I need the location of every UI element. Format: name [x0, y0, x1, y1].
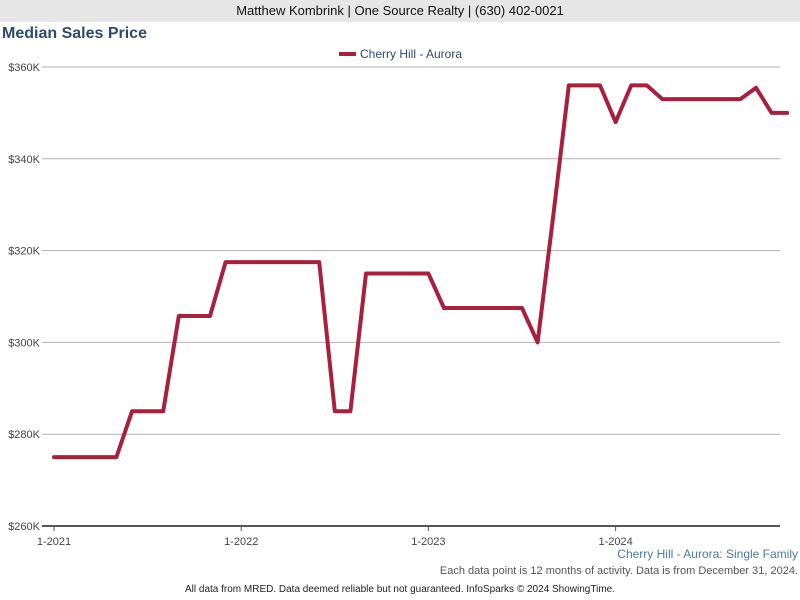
y-tick-label: $300K	[8, 337, 40, 349]
x-tick-label: 1-2024	[598, 536, 632, 548]
y-tick-label: $320K	[8, 246, 40, 258]
y-tick-label: $360K	[8, 62, 40, 74]
series-lines	[52, 83, 790, 460]
chart-title: Median Sales Price	[2, 25, 147, 42]
chart-caption: Cherry Hill - Aurora: Single Family	[617, 547, 798, 561]
data-note: Each data point is 12 months of activity…	[439, 565, 798, 577]
y-axis-labels: $260K $280K $300K $320K $340K $360K	[8, 62, 40, 533]
legend: Cherry Hill - Aurora	[339, 47, 462, 61]
x-tick-label: 1-2022	[224, 536, 258, 548]
x-tick-label: 1-2023	[411, 536, 445, 548]
y-tick-label: $260K	[8, 521, 40, 533]
footer-disclaimer: All data from MRED. Data deemed reliable…	[184, 584, 615, 595]
y-tick-label: $340K	[8, 154, 40, 166]
x-tick-label: 1-2021	[37, 536, 71, 548]
series-line-cherry-hill-aurora	[52, 83, 790, 460]
agent-header: Matthew Kombrink | One Source Realty | (…	[0, 0, 800, 22]
x-axis-ticks: 1-2021 1-2022 1-2023 1-2024	[37, 526, 633, 548]
legend-label: Cherry Hill - Aurora	[360, 47, 462, 61]
gridlines	[42, 66, 780, 435]
y-tick-label: $280K	[8, 429, 40, 441]
